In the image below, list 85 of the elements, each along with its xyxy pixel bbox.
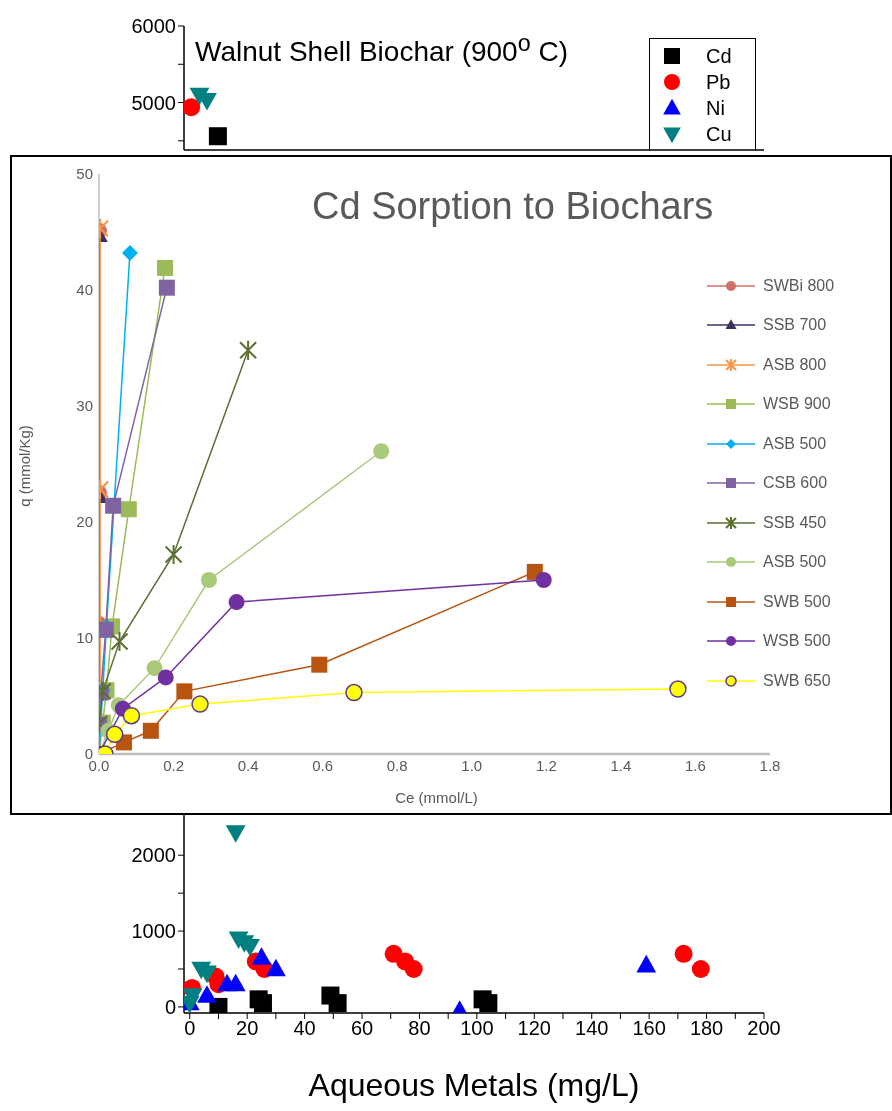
x-tick-label: 20 [236,1017,259,1040]
point [197,985,217,1003]
x-tick-label: 200 [747,1017,781,1040]
y-tick-label: 50 [76,165,93,183]
point [311,656,328,673]
legend-label: Ni [706,96,725,120]
point [157,669,174,686]
x-tick-label: 180 [689,1017,724,1040]
point [691,960,710,978]
x-tick-label: 0.8 [386,756,408,774]
point [146,660,163,677]
x-tick-label: 60 [350,1017,374,1040]
point [479,994,498,1013]
legend-label: SWB 500 [763,592,831,611]
point [110,630,129,653]
point [122,706,141,725]
x-tick-label: 0.2 [163,756,184,774]
y-tick-label: 6000 [131,15,176,38]
legend-label: ASB 800 [763,355,827,374]
chart-title: Cd Sorption to Biochars [312,185,714,228]
legend-label: SSB 450 [763,513,827,532]
y-tick-label: 0 [164,996,176,1019]
y-tick-label: 5000 [131,91,176,114]
legend-label: WSB 900 [763,395,831,414]
point [184,98,201,117]
legend-label: SWB 650 [763,671,831,690]
x-tick-label: 100 [460,1017,494,1040]
point [636,954,657,973]
legend-label: SSB 700 [763,316,827,335]
y-tick-label: 30 [76,397,93,415]
chart-title: Walnut Shell Biochar (900$^{o}$ C) [195,30,568,69]
x-axis-title: Aqueous Metals (mg/L) [307,1067,641,1104]
point [669,680,687,698]
x-tick-label: 160 [632,1017,666,1040]
x-tick-label: 40 [293,1017,316,1040]
point [345,683,363,702]
point [225,825,246,843]
y-tick-label: 40 [76,281,93,299]
point [200,572,217,588]
point [228,594,245,611]
legend-label: ASB 500 [763,434,827,453]
point [265,958,286,977]
point [208,127,227,146]
y-tick-label: 1000 [131,920,176,943]
x-tick-label: 0.6 [312,756,334,774]
legend-label: WSB 500 [763,632,831,651]
point [251,947,272,965]
point [176,683,193,700]
x-tick-label: 80 [408,1017,431,1040]
y-axis-title: q (mmol/Kg) [15,425,33,507]
legend-label: Pb [706,70,731,94]
legend-label: CSB 600 [763,474,828,493]
point [105,725,124,744]
point [156,259,173,276]
x-tick-label: 1.2 [535,756,557,774]
point [120,501,137,518]
legend-label: SWBi 800 [763,276,835,295]
point [142,722,159,739]
legend-label: Cd [706,44,732,68]
x-tick-label: 1.6 [685,756,706,774]
x-tick-label: 1.4 [610,756,632,774]
point [239,339,258,361]
point [674,944,693,963]
x-tick-label: 0.4 [237,756,259,774]
point [535,572,552,588]
point [121,244,138,261]
legend-label: Cu [706,122,732,146]
y-tick-label: 20 [76,513,93,531]
point [164,543,183,566]
x-tick-label: 0 [184,1017,196,1040]
point [253,994,272,1013]
y-tick-label: 10 [76,629,93,647]
point [105,497,122,514]
x-tick-label: 1.8 [759,756,781,774]
point [225,973,246,992]
point [373,443,390,460]
x-axis-title: Ce (mmol/L) [394,789,479,806]
point [404,960,423,978]
legend-label: ASB 500 [763,553,827,572]
x-tick-label: 120 [517,1017,551,1040]
x-tick-label: 1.0 [461,756,483,774]
point [158,279,175,296]
x-tick-label: 140 [575,1017,609,1040]
y-tick-label: 2000 [131,844,176,867]
point [191,695,209,713]
